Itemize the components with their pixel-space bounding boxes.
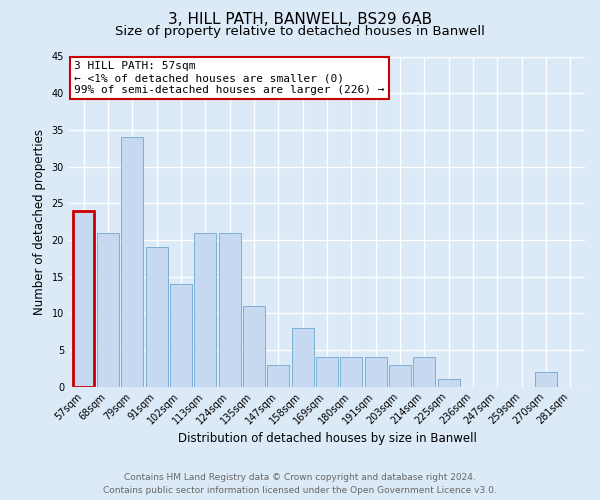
Bar bbox=[194, 232, 216, 386]
Bar bbox=[438, 379, 460, 386]
Text: 3, HILL PATH, BANWELL, BS29 6AB: 3, HILL PATH, BANWELL, BS29 6AB bbox=[168, 12, 432, 28]
Bar bbox=[340, 357, 362, 386]
Bar bbox=[535, 372, 557, 386]
Bar bbox=[170, 284, 192, 386]
Text: 3 HILL PATH: 57sqm
← <1% of detached houses are smaller (0)
99% of semi-detached: 3 HILL PATH: 57sqm ← <1% of detached hou… bbox=[74, 62, 385, 94]
Bar bbox=[292, 328, 314, 386]
Text: Size of property relative to detached houses in Banwell: Size of property relative to detached ho… bbox=[115, 25, 485, 38]
Y-axis label: Number of detached properties: Number of detached properties bbox=[33, 128, 46, 314]
Bar bbox=[268, 364, 289, 386]
Bar bbox=[413, 357, 435, 386]
Bar bbox=[73, 210, 94, 386]
X-axis label: Distribution of detached houses by size in Banwell: Distribution of detached houses by size … bbox=[178, 432, 476, 445]
Bar bbox=[389, 364, 411, 386]
Bar bbox=[243, 306, 265, 386]
Text: Contains HM Land Registry data © Crown copyright and database right 2024.
Contai: Contains HM Land Registry data © Crown c… bbox=[103, 474, 497, 495]
Bar bbox=[146, 247, 167, 386]
Bar bbox=[218, 232, 241, 386]
Bar bbox=[316, 357, 338, 386]
Bar bbox=[365, 357, 386, 386]
Bar bbox=[97, 232, 119, 386]
Bar bbox=[121, 137, 143, 386]
